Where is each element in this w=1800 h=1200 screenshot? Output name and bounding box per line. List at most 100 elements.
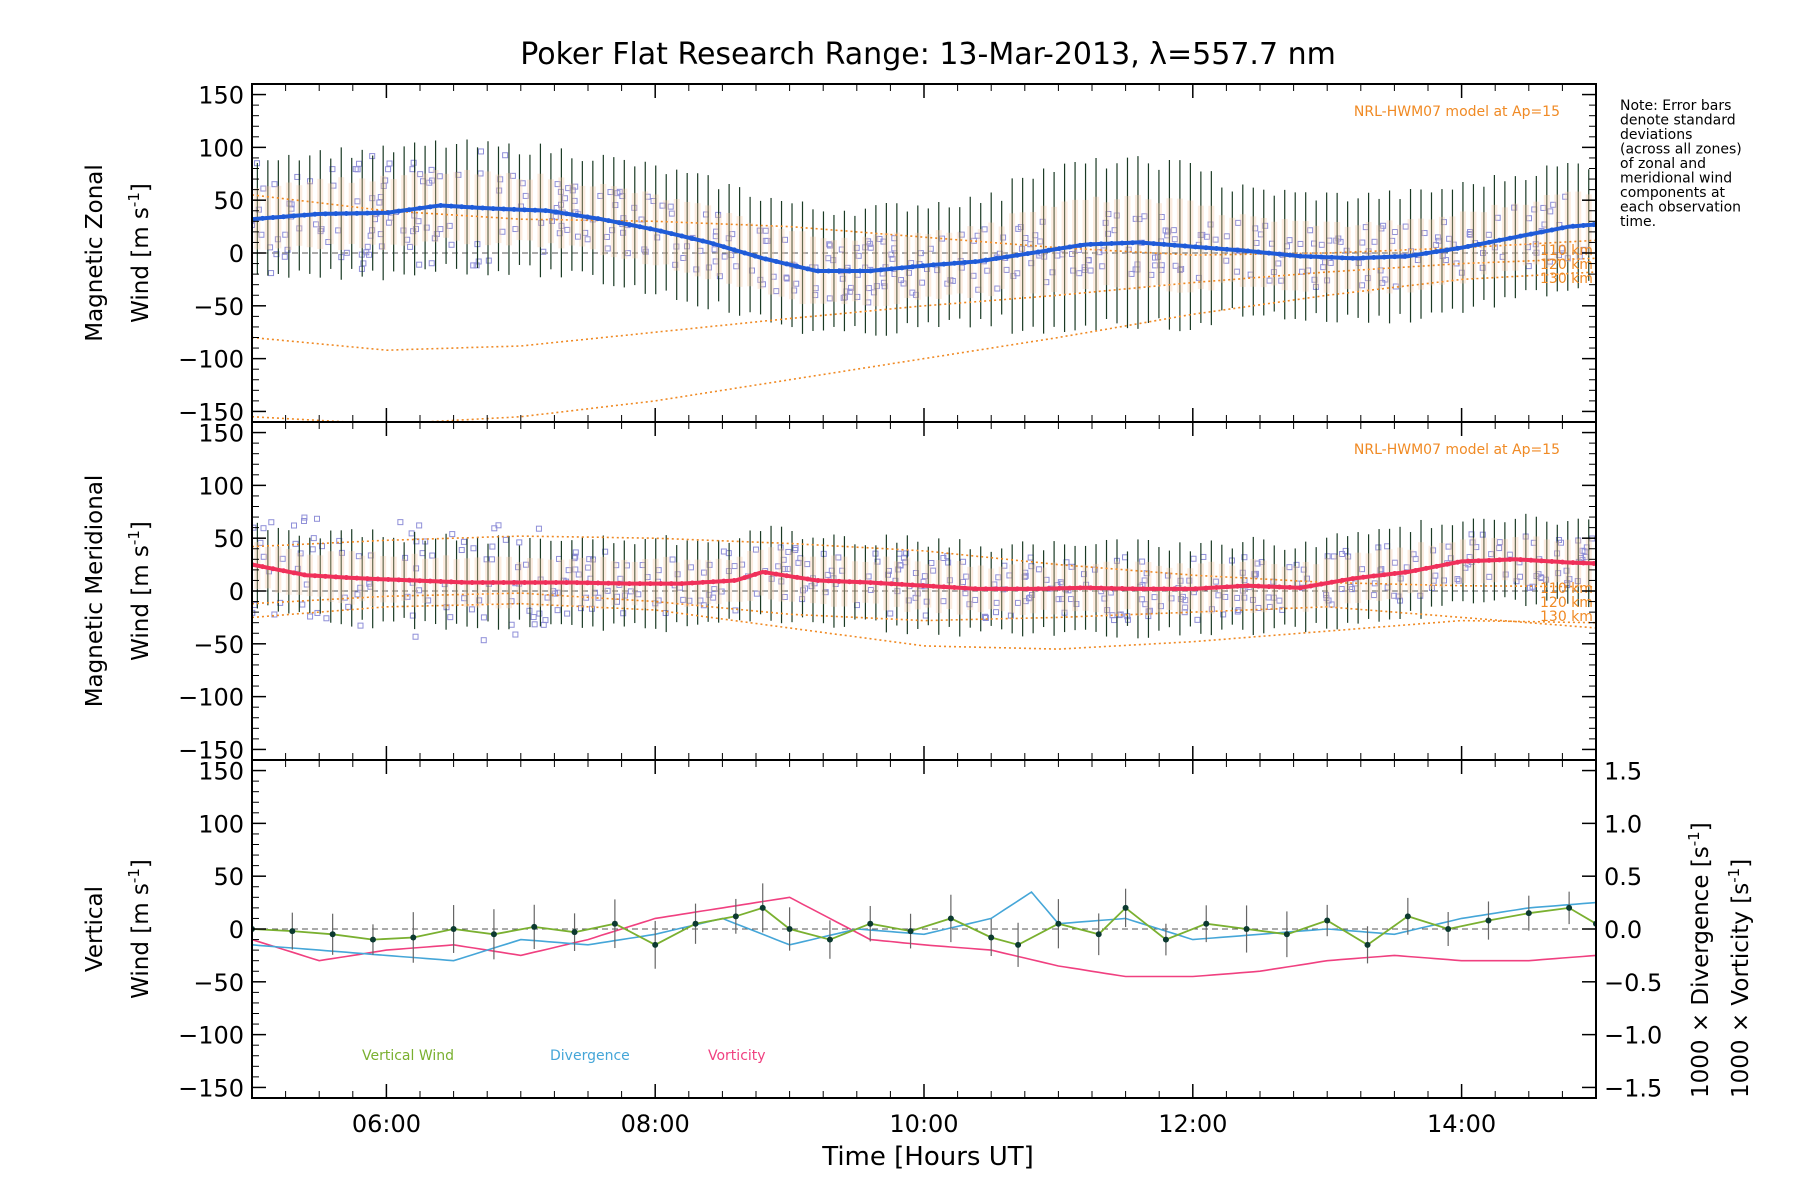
- scatter-point: [345, 603, 352, 610]
- mean-wind-point: [511, 580, 517, 586]
- vertical-wind-point: [1566, 904, 1573, 911]
- scatter-point: [1502, 571, 1509, 578]
- scatter-point: [307, 613, 314, 620]
- scatter-point: [1146, 607, 1153, 614]
- scatter-point: [668, 210, 675, 217]
- note-line: (across all zones): [1620, 142, 1742, 158]
- scatter-point: [502, 536, 509, 543]
- scatter-point: [260, 553, 267, 560]
- scatter-point: [357, 622, 364, 629]
- mean-wind-point: [1088, 241, 1094, 247]
- scatter-point: [1010, 272, 1017, 279]
- scatter-point: [284, 246, 291, 253]
- scatter-point: [962, 590, 969, 597]
- mean-wind-point: [752, 571, 758, 577]
- mean-wind-point: [291, 570, 297, 576]
- scatter-point: [535, 525, 542, 532]
- scatter-point: [1128, 270, 1135, 277]
- mean-wind-point: [1234, 583, 1240, 589]
- scatter-point: [1178, 265, 1185, 272]
- scatter-point: [436, 173, 443, 180]
- scatter-point: [341, 594, 348, 601]
- scatter-point: [299, 601, 306, 608]
- scatter-point: [1207, 221, 1214, 228]
- mean-wind-point: [438, 203, 444, 209]
- scatter-point: [995, 574, 1002, 581]
- vorticity-axis-label: 1000 × Vorticity [s-1]: [1725, 859, 1754, 1098]
- mean-wind-point: [1350, 576, 1356, 582]
- scatter-point: [1141, 577, 1148, 584]
- vorticity-line: [252, 896, 1596, 978]
- scatter-point: [419, 550, 426, 557]
- mean-wind-point: [700, 238, 706, 244]
- mean-wind-point: [700, 579, 706, 585]
- scatter-point: [416, 587, 423, 594]
- scatter-point: [356, 160, 363, 167]
- scatter-point: [496, 187, 503, 194]
- divergence-axis-label-end: ]: [1688, 822, 1714, 831]
- scatter-point: [1447, 555, 1454, 562]
- scatter-point: [1091, 566, 1098, 573]
- scatter-point: [1486, 573, 1493, 580]
- mean-wind-point: [563, 580, 569, 586]
- mean-wind-point: [1360, 255, 1366, 261]
- scatter-point: [687, 564, 694, 571]
- mean-wind-point: [941, 584, 947, 590]
- scatter-point: [826, 241, 833, 248]
- scatter-point: [1104, 607, 1111, 614]
- scatter-point: [1430, 547, 1437, 554]
- scatter-point: [620, 610, 627, 617]
- panel-frame: [251, 759, 1597, 1099]
- scatter-point: [1395, 593, 1402, 600]
- mean-wind-point: [1056, 585, 1062, 591]
- note-line: deviations: [1620, 127, 1692, 143]
- scatter-point: [888, 251, 895, 258]
- scatter-point: [1343, 247, 1350, 254]
- scatter-point: [352, 166, 359, 173]
- scatter-point: [310, 535, 317, 542]
- mean-wind-point: [1371, 573, 1377, 579]
- scatter-point: [1299, 268, 1306, 275]
- scatter-point: [923, 598, 930, 605]
- scatter-point: [840, 294, 847, 301]
- mean-wind-point: [962, 259, 968, 265]
- scatter-point: [1547, 208, 1554, 215]
- scatter-point: [874, 558, 881, 565]
- scatter-point: [847, 288, 854, 295]
- scatter-point: [1152, 262, 1159, 269]
- mean-wind-point: [1151, 586, 1157, 592]
- scatter-point: [1479, 531, 1486, 538]
- scatter-point: [1318, 241, 1325, 248]
- model-curve-2: [252, 271, 1596, 422]
- mean-wind-point: [1276, 251, 1282, 257]
- scatter-point: [620, 229, 627, 236]
- scatter-point: [993, 599, 1000, 606]
- scatter-point: [889, 255, 896, 262]
- scatter-point: [853, 244, 860, 251]
- scatter-point: [939, 235, 946, 242]
- mean-wind-point: [501, 206, 507, 212]
- scatter-point: [329, 166, 336, 173]
- mean-wind-point: [1192, 244, 1198, 250]
- scatter-point: [1540, 204, 1547, 211]
- mean-wind-point: [1234, 247, 1240, 253]
- model-alt-label: 120 km: [1540, 257, 1593, 273]
- mean-wind-point: [616, 580, 622, 586]
- scatter-point: [512, 631, 519, 638]
- scatter-point: [1141, 213, 1148, 220]
- scatter-point: [367, 552, 374, 559]
- panel-vertical: Vertical Wind Divergence Vorticity 1.5 1.0 0.…: [82, 758, 1754, 1103]
- scatter-point: [519, 180, 526, 187]
- scatter-point: [536, 610, 543, 617]
- mean-wind-point: [1203, 245, 1209, 251]
- mean-wind-point: [972, 586, 978, 592]
- scatter-point: [1139, 558, 1146, 565]
- scatter-point: [416, 522, 423, 529]
- scatter-point: [963, 573, 970, 580]
- mean-wind-point: [1308, 583, 1314, 589]
- scatter-point: [667, 203, 674, 210]
- mean-wind-point: [1192, 586, 1198, 592]
- mean-wind-point: [1580, 560, 1586, 566]
- scatter-point: [710, 594, 717, 601]
